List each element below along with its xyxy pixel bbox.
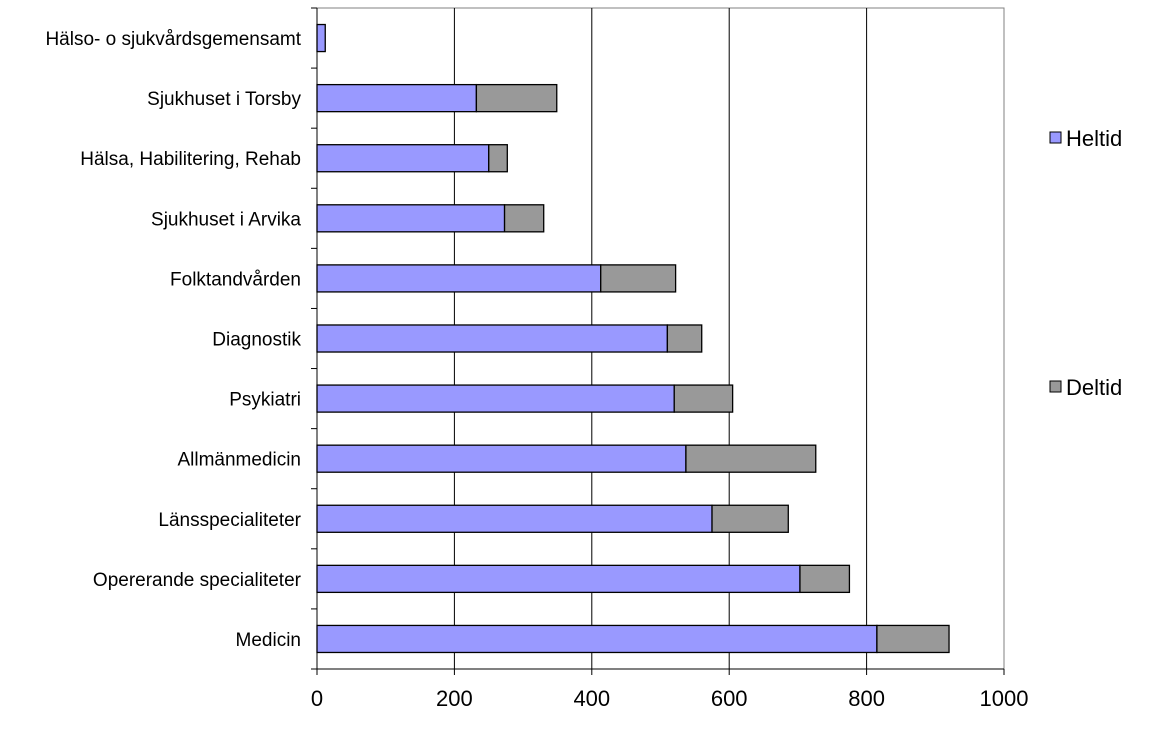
legend-label-heltid: Heltid: [1066, 126, 1122, 151]
bar-deltid: [475, 83, 558, 113]
bar-heltid: [316, 264, 602, 293]
category-label: Psykiatri: [229, 390, 301, 411]
bar-deltid: [711, 504, 789, 533]
legend-label-deltid: Deltid: [1066, 375, 1122, 400]
x-tick-label: 1000: [980, 686, 1029, 711]
bar-heltid: [316, 204, 506, 233]
bar-heltid: [316, 564, 801, 594]
bar-deltid: [799, 564, 851, 594]
category-label: Diagnostik: [212, 330, 301, 351]
bar-deltid: [666, 324, 703, 353]
category-label: Länsspecialiteter: [158, 510, 301, 531]
x-tick-label: 0: [311, 686, 323, 711]
labels: 0 200 400 600 800 1000 Hälso- o sjukvårdsgemen…: [45, 29, 1028, 711]
bar-deltid: [503, 204, 545, 233]
x-tick-label: 600: [711, 686, 748, 711]
bar-heltid: [316, 384, 675, 413]
legend-swatch-deltid: [1049, 380, 1062, 393]
bar-heltid: [316, 144, 490, 173]
category-label: Medicin: [236, 630, 301, 651]
bar-deltid: [488, 144, 508, 173]
category-label: Sjukhuset i Torsby: [147, 89, 301, 110]
bar-deltid: [876, 624, 950, 654]
axes: [311, 7, 1005, 675]
bars: [316, 23, 950, 654]
x-tick-label: 800: [848, 686, 885, 711]
category-label: Allmänmedicin: [177, 450, 301, 471]
bar-heltid: [316, 83, 478, 113]
bar-heltid: [316, 504, 713, 533]
category-label: Sjukhuset i Arvika: [151, 209, 301, 230]
category-label: Hälsa, Habilitering, Rehab: [80, 149, 301, 170]
x-tick-label: 400: [573, 686, 610, 711]
bar-deltid: [600, 264, 677, 293]
bar-heltid: [316, 444, 687, 473]
bar-heltid: [316, 23, 326, 53]
legend: Heltid Deltid: [1049, 126, 1122, 400]
legend-swatch-heltid: [1049, 131, 1062, 144]
category-label: Hälso- o sjukvårdsgemensamt: [45, 29, 301, 50]
bar-deltid: [673, 384, 734, 413]
x-tick-label: 200: [436, 686, 473, 711]
category-label: Opererande specialiteter: [93, 570, 302, 591]
bar-deltid: [685, 444, 817, 473]
bar-heltid: [316, 324, 669, 353]
bar-heltid: [316, 624, 878, 654]
category-label: Folktandvården: [170, 269, 301, 290]
